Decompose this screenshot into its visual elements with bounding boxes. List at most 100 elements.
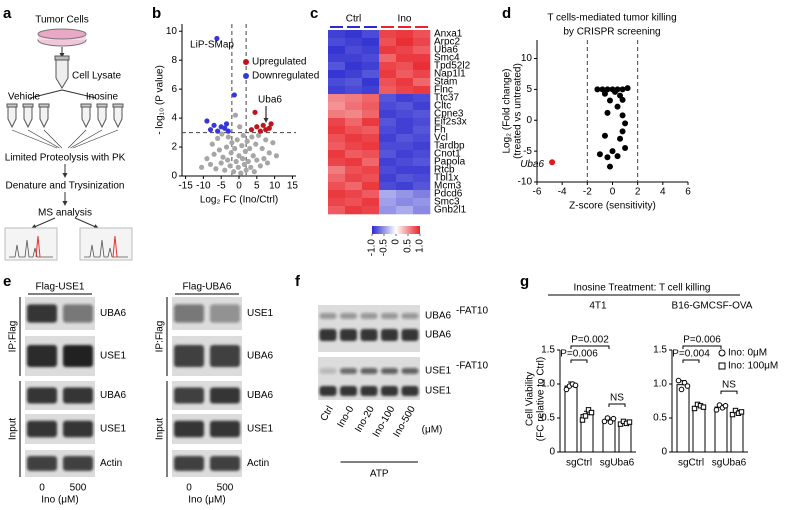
condition-label: Vehicle bbox=[8, 92, 41, 103]
blot-band bbox=[174, 420, 204, 438]
gene-label: Smc4 bbox=[434, 53, 460, 64]
blot-band bbox=[360, 386, 378, 396]
blot-band bbox=[401, 329, 419, 341]
gene-label: Gnb2l1 bbox=[434, 205, 467, 216]
heatmap-cell bbox=[345, 198, 363, 207]
gene-label: Vcl bbox=[434, 133, 448, 144]
data-point bbox=[684, 383, 691, 389]
heatmap-cell bbox=[328, 198, 346, 207]
y-tick-label: 0.5 bbox=[541, 413, 555, 424]
blot-row-superscript: -FAT10 bbox=[456, 306, 488, 317]
point bbox=[253, 141, 259, 147]
data-point bbox=[572, 382, 579, 389]
point bbox=[239, 143, 245, 149]
spectrum-box bbox=[4, 227, 58, 261]
heatmap-cell bbox=[379, 126, 397, 135]
comparison-label: NS bbox=[610, 393, 624, 404]
heatmap-cell bbox=[362, 118, 380, 127]
heatmap-cell bbox=[362, 198, 380, 207]
heatmap-cell bbox=[413, 206, 431, 215]
point bbox=[242, 148, 249, 154]
blot-band bbox=[319, 313, 337, 319]
point bbox=[614, 153, 621, 160]
branch bbox=[61, 89, 97, 99]
y-tick-label: 6 bbox=[171, 84, 177, 95]
heatmap-cell bbox=[413, 70, 431, 79]
blot-band bbox=[27, 345, 57, 367]
arrow bbox=[72, 129, 119, 149]
heatmap-cell bbox=[379, 166, 397, 175]
point bbox=[604, 109, 611, 116]
point bbox=[216, 147, 223, 153]
blot-band bbox=[210, 304, 240, 323]
blot-band bbox=[401, 368, 419, 374]
legend-label: Upregulated bbox=[252, 57, 306, 68]
blot-band bbox=[401, 313, 419, 319]
step-label: MS analysis bbox=[38, 208, 92, 219]
heatmap-cell bbox=[345, 174, 363, 183]
heatmap-cell bbox=[362, 30, 380, 39]
point bbox=[266, 150, 272, 156]
blot-band bbox=[381, 313, 398, 319]
heatmap-cell bbox=[396, 62, 414, 71]
point bbox=[624, 85, 631, 92]
point bbox=[614, 103, 621, 110]
blot-header: Flag-UBA6 bbox=[183, 282, 232, 293]
arrow bbox=[70, 129, 103, 149]
heatmap-cell bbox=[345, 142, 363, 151]
heatmap-cell bbox=[362, 206, 380, 215]
point bbox=[215, 128, 221, 134]
heatmap-cell bbox=[396, 54, 414, 63]
heatmap-cell bbox=[345, 54, 363, 63]
point bbox=[254, 157, 260, 163]
heatmap-cell bbox=[345, 110, 363, 119]
point bbox=[249, 134, 255, 140]
heatmap-cell bbox=[328, 78, 346, 87]
microtube bbox=[39, 106, 49, 129]
point bbox=[222, 125, 228, 131]
comparison-label: P=0.002 bbox=[571, 335, 609, 346]
gene-label: Tardbp bbox=[434, 141, 465, 152]
gene-label: Uba6 bbox=[434, 45, 458, 56]
blot-row-label: Actin bbox=[247, 458, 269, 469]
legend-marker bbox=[243, 73, 249, 79]
blot-band bbox=[401, 386, 419, 396]
arrow bbox=[11, 129, 58, 149]
heatmap-cell bbox=[379, 38, 397, 47]
microtube-cap bbox=[80, 103, 92, 108]
x-tick-label: -2 bbox=[583, 187, 592, 198]
heatmap-cell bbox=[396, 86, 414, 95]
blot-band bbox=[360, 329, 378, 341]
heatmap-cell bbox=[396, 182, 414, 191]
y-tick-label: 5 bbox=[526, 84, 532, 95]
heatmap-cell bbox=[413, 86, 431, 95]
point bbox=[218, 160, 224, 166]
y-tick-label: 0 bbox=[661, 447, 667, 458]
point bbox=[252, 109, 258, 115]
lane-label: 500 bbox=[217, 483, 234, 494]
heatmap-cell bbox=[413, 110, 431, 119]
gene-label: Rtcb bbox=[434, 165, 455, 176]
annotation: Uba6 bbox=[258, 95, 282, 106]
blot-row-label: USE1 bbox=[100, 351, 127, 362]
heatmap-cell bbox=[413, 62, 431, 71]
point bbox=[255, 132, 262, 139]
heatmap-cell bbox=[396, 78, 414, 87]
point bbox=[220, 154, 226, 160]
step-label: Limited Proteolysis with PK bbox=[5, 153, 126, 164]
data-point bbox=[675, 377, 682, 384]
heatmap-cell bbox=[345, 86, 363, 95]
point bbox=[251, 169, 257, 175]
lane-label: 0 bbox=[186, 483, 192, 494]
heatmap-cell bbox=[379, 118, 397, 127]
point bbox=[245, 158, 251, 165]
blot-row-label: USE1 bbox=[100, 424, 127, 435]
y-tick-label: 0 bbox=[526, 115, 532, 126]
heatmap-cell bbox=[345, 62, 363, 71]
point bbox=[619, 128, 626, 135]
data-point bbox=[713, 407, 720, 413]
gene-label: Papola bbox=[434, 157, 466, 168]
heatmap-cell bbox=[328, 94, 346, 103]
spectrum-box bbox=[79, 227, 133, 261]
heatmap-cell bbox=[379, 206, 397, 215]
